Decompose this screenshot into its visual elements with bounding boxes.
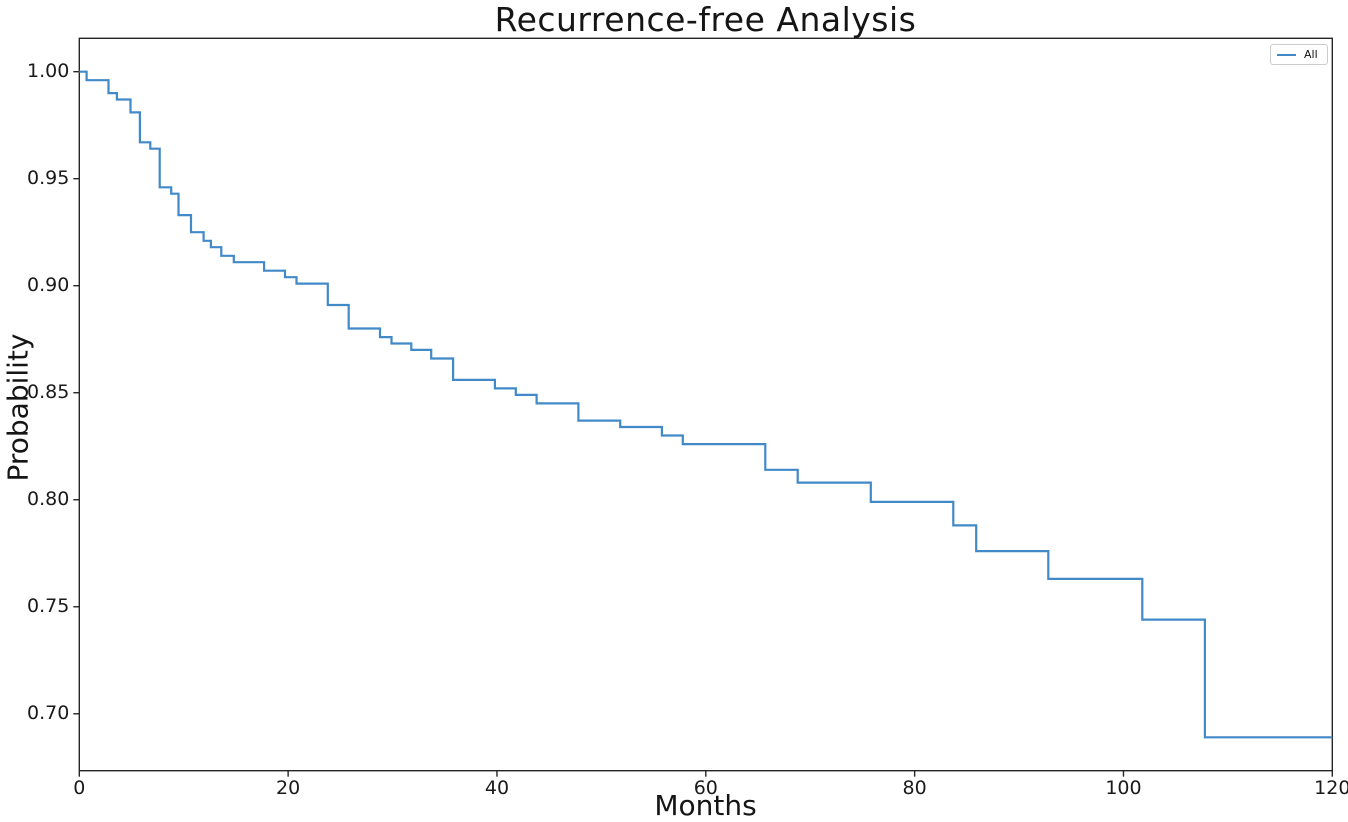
y-tick-label: 0.95 — [26, 167, 70, 190]
y-tick-label: 1.00 — [26, 60, 70, 83]
x-tick-label: 20 — [276, 776, 301, 799]
x-tick-label: 40 — [484, 776, 510, 799]
y-tick-label: 0.70 — [26, 702, 70, 725]
x-tick-label: 120 — [1314, 776, 1348, 799]
x-tick-label: 100 — [1105, 776, 1142, 799]
axes-frame — [78, 37, 1334, 772]
legend: All — [1270, 44, 1328, 65]
legend-entry-label: All — [1304, 48, 1318, 61]
legend-line-sample-icon — [1277, 53, 1296, 56]
x-tick-label: 0 — [73, 776, 86, 799]
x-tick-label: 80 — [902, 776, 927, 799]
x-axis-label: Months — [654, 789, 757, 822]
y-tick-label: 0.75 — [26, 595, 70, 618]
x-tick-label: 60 — [693, 776, 718, 799]
chart-title: Recurrence-free Analysis — [494, 0, 917, 39]
y-tick-label: 0.85 — [26, 381, 70, 404]
tick-marks — [73, 70, 1334, 777]
survival-step-curve — [79, 70, 1333, 739]
y-tick-label: 0.80 — [26, 488, 70, 511]
y-tick-label: 0.90 — [26, 274, 70, 297]
